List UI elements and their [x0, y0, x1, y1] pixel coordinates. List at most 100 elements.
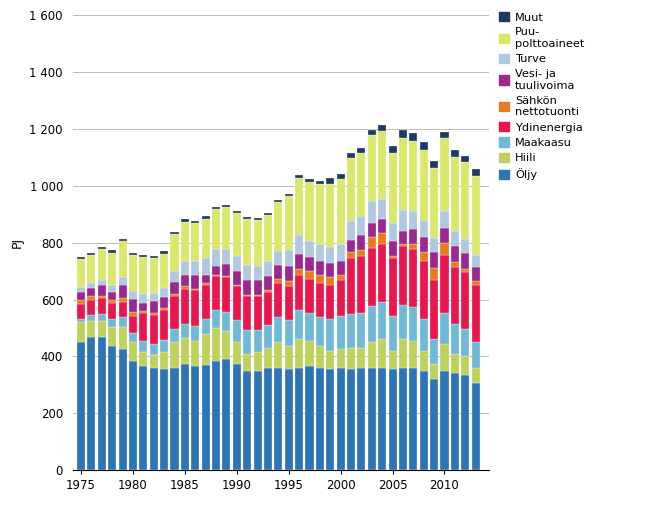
Bar [222, 207, 231, 249]
Bar [171, 329, 178, 342]
Bar [451, 246, 459, 262]
Bar [295, 235, 303, 254]
Bar [461, 269, 469, 272]
Bar [274, 266, 282, 279]
Bar [181, 219, 189, 222]
Bar [326, 183, 334, 247]
Bar [87, 253, 95, 255]
Bar [389, 258, 397, 316]
Bar [98, 285, 106, 296]
Bar [191, 223, 200, 261]
Bar [440, 243, 449, 254]
Bar [222, 264, 231, 276]
Bar [274, 251, 282, 266]
Bar [171, 368, 178, 470]
Bar [368, 237, 376, 247]
Bar [191, 221, 200, 223]
Bar [451, 231, 459, 246]
Bar [181, 274, 189, 287]
Bar [243, 354, 251, 370]
Bar [336, 280, 344, 316]
Bar [139, 257, 147, 294]
Bar [430, 168, 438, 238]
Bar [87, 299, 95, 315]
Bar [87, 283, 95, 288]
Bar [420, 150, 428, 220]
Bar [409, 307, 417, 341]
Bar [98, 296, 106, 298]
Bar [181, 363, 189, 470]
Bar [129, 342, 137, 361]
Bar [378, 199, 386, 219]
Bar [254, 266, 262, 280]
Bar [358, 368, 366, 470]
Bar [399, 244, 407, 246]
Bar [305, 341, 313, 366]
Bar [420, 237, 428, 251]
Bar [461, 272, 469, 329]
Bar [295, 310, 303, 339]
Bar [264, 368, 272, 470]
Bar [191, 366, 200, 470]
Bar [326, 277, 334, 285]
Bar [98, 337, 106, 470]
Bar [160, 310, 168, 340]
Bar [149, 315, 158, 343]
Bar [316, 283, 324, 317]
Bar [295, 339, 303, 368]
Bar [202, 319, 210, 334]
Bar [191, 341, 200, 366]
Bar [243, 217, 251, 219]
Bar [326, 263, 334, 277]
Bar [347, 221, 355, 241]
Bar [108, 327, 116, 346]
Bar [243, 219, 251, 266]
Bar [139, 366, 147, 470]
Bar [316, 346, 324, 368]
Bar [181, 324, 189, 338]
Bar [181, 261, 189, 274]
Bar [295, 254, 303, 269]
Bar [336, 350, 344, 368]
Bar [77, 292, 85, 300]
Bar [139, 311, 147, 313]
Bar [77, 257, 85, 259]
Bar [202, 334, 210, 365]
Bar [118, 241, 127, 277]
Bar [171, 296, 178, 329]
Bar [378, 219, 386, 233]
Bar [264, 261, 272, 276]
Bar [368, 368, 376, 470]
Bar [440, 138, 449, 212]
Bar [471, 342, 480, 368]
Bar [285, 346, 293, 369]
Bar [378, 302, 386, 339]
Bar [202, 275, 210, 284]
Bar [87, 315, 95, 321]
Bar [129, 316, 137, 333]
Bar [254, 370, 262, 470]
Bar [108, 319, 116, 327]
Bar [87, 321, 95, 337]
Bar [264, 324, 272, 348]
Bar [212, 275, 220, 276]
Bar [212, 206, 220, 209]
Bar [336, 316, 344, 350]
Bar [326, 369, 334, 470]
Bar [77, 287, 85, 292]
Bar [181, 222, 189, 261]
Bar [202, 219, 210, 258]
Bar [212, 209, 220, 249]
Bar [108, 346, 116, 470]
Bar [378, 131, 386, 199]
Bar [160, 352, 168, 369]
Bar [274, 199, 282, 202]
Bar [471, 285, 480, 342]
Bar [77, 259, 85, 287]
Bar [305, 271, 313, 279]
Bar [420, 351, 428, 370]
Bar [347, 314, 355, 348]
Bar [451, 324, 459, 354]
Bar [108, 299, 116, 303]
Bar [389, 256, 397, 258]
